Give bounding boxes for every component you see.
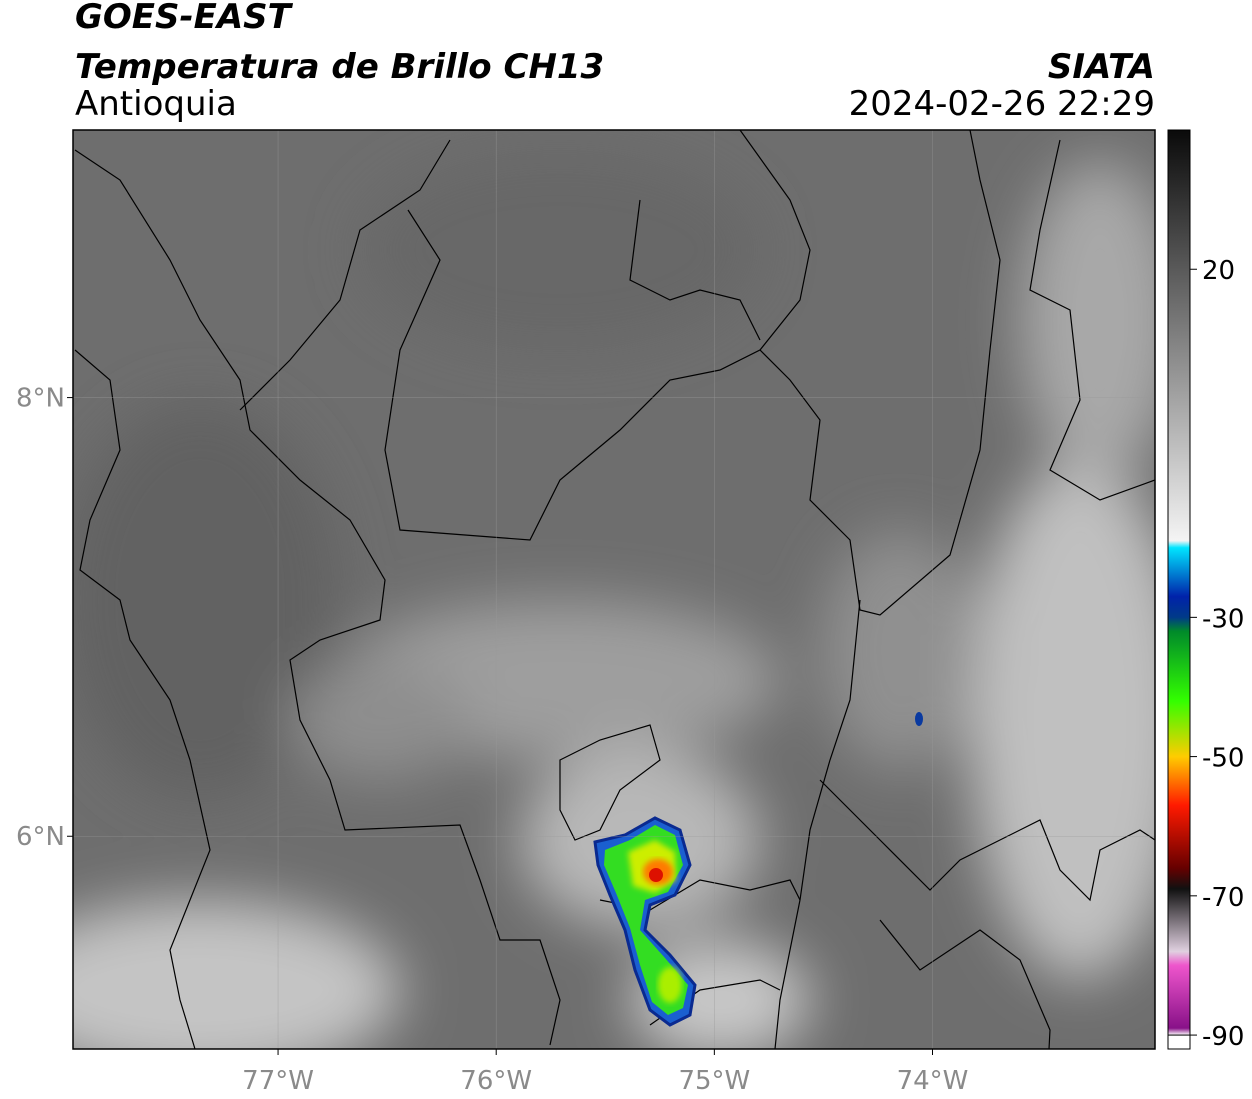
colorbar-floor: [1167, 1034, 1191, 1050]
map-frame: [72, 129, 1156, 1050]
convective-cell: [593, 712, 923, 1027]
x-tick-label: 74°W: [897, 1066, 969, 1096]
region: Antioquia: [75, 84, 237, 124]
colorbar-tick-label: -30: [1202, 604, 1244, 634]
subtitle: Temperatura de Brillo CH13: [75, 47, 604, 87]
source: SIATA: [1048, 47, 1155, 87]
colorbar-tick-label: -70: [1202, 883, 1244, 913]
y-tick-label: 6°N: [16, 822, 65, 852]
y-tick-label: 8°N: [16, 384, 65, 414]
colorbar-tick-label: -90: [1202, 1022, 1244, 1052]
title: GOES-EAST: [75, 0, 294, 37]
colorbar-tick-label: -50: [1202, 744, 1244, 774]
timestamp: 2024-02-26 22:29: [849, 84, 1155, 124]
x-tick-label: 77°W: [242, 1066, 314, 1096]
colorbar: [1167, 129, 1191, 1050]
x-tick-label: 75°W: [678, 1066, 750, 1096]
colorbar-tick-label: 20: [1202, 256, 1235, 286]
satellite-image: [73, 130, 1155, 1049]
x-tick-label: 76°W: [460, 1066, 532, 1096]
boundaries: [74, 130, 1155, 1049]
